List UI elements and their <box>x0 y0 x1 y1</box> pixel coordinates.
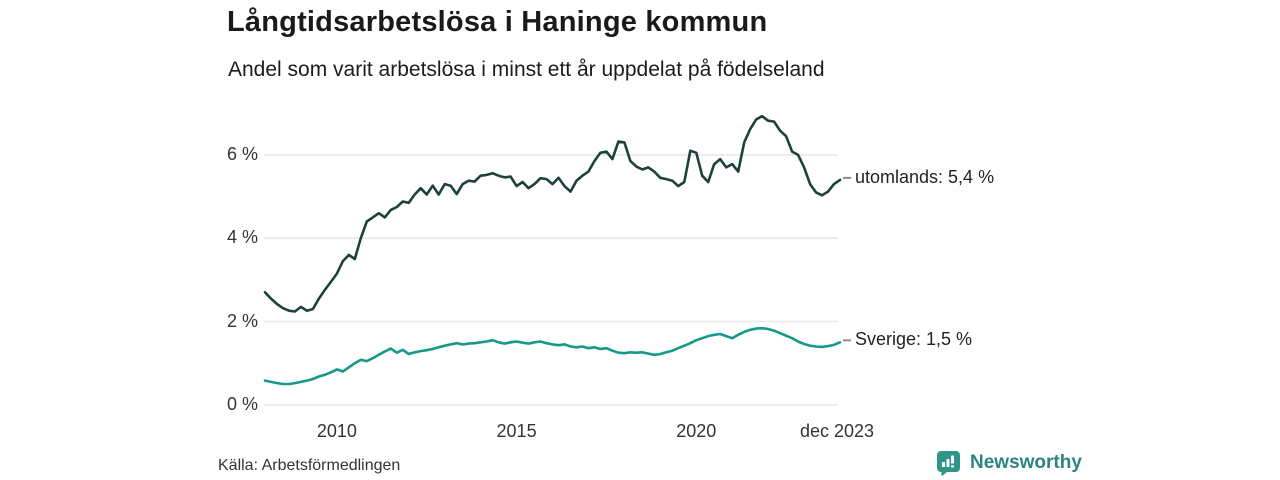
legend-label-utomlands: utomlands: 5,4 % <box>855 166 995 187</box>
legend-label-sverige: Sverige: 1,5 % <box>855 329 973 350</box>
brand-name: Newsworthy <box>970 451 1082 473</box>
x-tick-label: dec 2023 <box>799 421 875 441</box>
y-tick-label: 4 % <box>226 227 258 248</box>
series-line-sverige <box>263 326 842 386</box>
newsworthy-bar-chart-bubble-icon <box>937 451 960 476</box>
x-tick-label: 2015 <box>496 421 537 441</box>
x-tick-label: 2020 <box>676 421 717 441</box>
chart-subtitle: Andel som varit arbetslösa i minst ett å… <box>228 58 825 81</box>
source-note: Källa: Arbetsförmedlingen <box>218 457 401 474</box>
y-tick-label: 0 % <box>226 393 258 414</box>
newsworthy-logo[interactable]: Newsworthy <box>935 449 1082 476</box>
y-tick-label: 6 % <box>226 143 258 164</box>
y-tick-label: 2 % <box>226 310 258 331</box>
x-tick-label: 2010 <box>316 421 357 441</box>
series-line-utomlands <box>263 114 842 313</box>
chart-title: Långtidsarbetslösa i Haninge kommun <box>227 6 768 38</box>
